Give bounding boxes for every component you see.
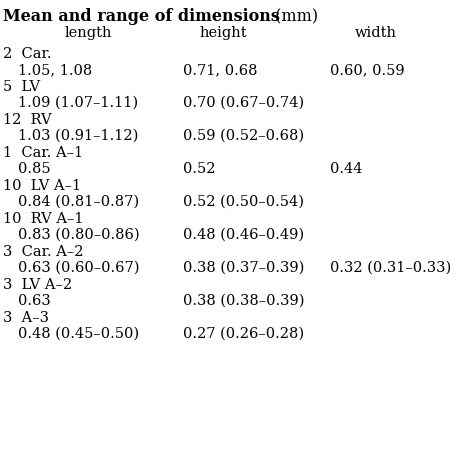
Text: 10  LV A–1: 10 LV A–1: [3, 179, 81, 193]
Text: Mean and range of dimensions: Mean and range of dimensions: [3, 8, 280, 25]
Text: 0.83 (0.80–0.86): 0.83 (0.80–0.86): [18, 228, 140, 242]
Text: 0.27 (0.26–0.28): 0.27 (0.26–0.28): [183, 327, 304, 341]
Text: 1.09 (1.07–1.11): 1.09 (1.07–1.11): [18, 96, 138, 110]
Text: 0.71, 0.68: 0.71, 0.68: [183, 63, 258, 77]
Text: 0.38 (0.37–0.39): 0.38 (0.37–0.39): [183, 261, 304, 275]
Text: 3  Car. A–2: 3 Car. A–2: [3, 245, 83, 259]
Text: 0.84 (0.81–0.87): 0.84 (0.81–0.87): [18, 195, 139, 209]
Text: 0.52 (0.50–0.54): 0.52 (0.50–0.54): [183, 195, 304, 209]
Text: 1  Car. A–1: 1 Car. A–1: [3, 146, 83, 160]
Text: height: height: [200, 26, 247, 40]
Text: 0.44: 0.44: [330, 162, 363, 176]
Text: 0.32 (0.31–0.33): 0.32 (0.31–0.33): [330, 261, 451, 275]
Text: 3  A–3: 3 A–3: [3, 311, 49, 325]
Text: 1.05, 1.08: 1.05, 1.08: [18, 63, 92, 77]
Text: 0.52: 0.52: [183, 162, 215, 176]
Text: 0.48 (0.45–0.50): 0.48 (0.45–0.50): [18, 327, 139, 341]
Text: 0.59 (0.52–0.68): 0.59 (0.52–0.68): [183, 129, 304, 143]
Text: 5  LV: 5 LV: [3, 80, 40, 94]
Text: 3  LV A–2: 3 LV A–2: [3, 278, 72, 292]
Text: length: length: [65, 26, 112, 40]
Text: 2  Car.: 2 Car.: [3, 47, 52, 61]
Text: 0.38 (0.38–0.39): 0.38 (0.38–0.39): [183, 294, 304, 308]
Text: (mm): (mm): [270, 8, 318, 25]
Text: 12  RV: 12 RV: [3, 113, 52, 127]
Text: 10  RV A–1: 10 RV A–1: [3, 212, 83, 226]
Text: 0.60, 0.59: 0.60, 0.59: [330, 63, 404, 77]
Text: 0.85: 0.85: [18, 162, 51, 176]
Text: 0.63 (0.60–0.67): 0.63 (0.60–0.67): [18, 261, 139, 275]
Text: 0.48 (0.46–0.49): 0.48 (0.46–0.49): [183, 228, 304, 242]
Text: 0.63: 0.63: [18, 294, 51, 308]
Text: 0.70 (0.67–0.74): 0.70 (0.67–0.74): [183, 96, 304, 110]
Text: width: width: [355, 26, 397, 40]
Text: 1.03 (0.91–1.12): 1.03 (0.91–1.12): [18, 129, 138, 143]
